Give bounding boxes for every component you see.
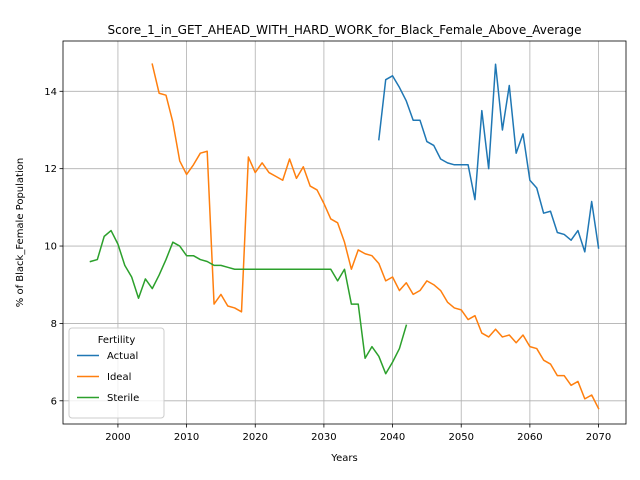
y-tick-label: 12 xyxy=(44,164,57,175)
legend-title: Fertility xyxy=(98,335,136,346)
x-axis-title: Years xyxy=(330,453,357,464)
chart-title: Score_1_in_GET_AHEAD_WITH_HARD_WORK_for_… xyxy=(107,23,581,37)
x-tick-label: 2060 xyxy=(517,432,542,443)
y-tick-label: 10 xyxy=(44,242,57,253)
legend-box xyxy=(68,327,165,419)
x-tick-label: 2070 xyxy=(586,432,611,443)
legend-label-actual: Actual xyxy=(107,351,138,362)
x-tick-label: 2020 xyxy=(243,432,268,443)
y-tick-label: 6 xyxy=(51,396,57,407)
legend: Fertility Actual Ideal Sterile xyxy=(68,327,165,419)
x-tick-label: 2010 xyxy=(174,432,199,443)
y-tick-label: 14 xyxy=(44,87,57,98)
legend-label-sterile: Sterile xyxy=(107,393,139,404)
x-tick-label: 2040 xyxy=(380,432,405,443)
series-layer xyxy=(89,63,600,410)
x-tick-label: 2050 xyxy=(448,432,473,443)
series-line-actual xyxy=(377,63,600,253)
y-tick-label: 8 xyxy=(51,319,57,330)
series-line-sterile xyxy=(89,229,408,375)
legend-label-ideal: Ideal xyxy=(107,372,131,383)
x-tick-label: 2000 xyxy=(105,432,130,443)
x-tick-label: 2030 xyxy=(311,432,336,443)
plot-frame xyxy=(62,40,627,425)
legend-entries: Actual Ideal Sterile xyxy=(77,351,139,404)
y-axis-title: % of Black_Female Population xyxy=(15,158,26,307)
series-line-ideal xyxy=(151,63,600,410)
axis-ticks: 2000 2010 2020 2030 2040 2050 2060 2070 6 8 10 12 14 xyxy=(44,87,611,443)
